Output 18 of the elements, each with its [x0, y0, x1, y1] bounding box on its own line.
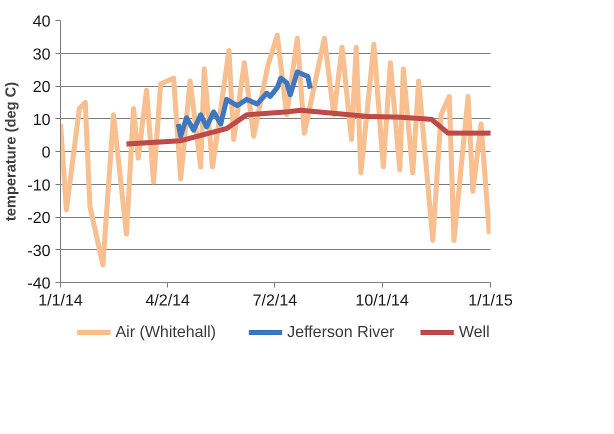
y-tick-label: -10 — [27, 177, 51, 194]
y-tick-label: 40 — [32, 14, 51, 30]
x-tick-label: 7/2/14 — [252, 292, 298, 310]
y-axis-title: temperature (deg C) — [3, 82, 20, 222]
x-tick-label: 4/2/14 — [145, 292, 190, 310]
x-tick-label: 1/1/15 — [468, 292, 513, 310]
y-tick-label: -40 — [27, 276, 51, 292]
y-tick-label: -30 — [27, 242, 51, 260]
y-tick-label: 10 — [32, 112, 51, 129]
legend-label: Air (Whitehall) — [116, 324, 216, 341]
y-tick-label: 20 — [32, 79, 51, 96]
y-tick-label: 0 — [42, 144, 51, 162]
x-tick-label: 10/1/14 — [355, 292, 409, 310]
y-tick-label: -20 — [27, 210, 51, 227]
legend-label: Well — [458, 324, 490, 341]
x-tick-label: 1/1/14 — [38, 292, 83, 310]
legend-label: Jefferson River — [287, 324, 396, 341]
y-tick-label: 30 — [32, 46, 51, 64]
